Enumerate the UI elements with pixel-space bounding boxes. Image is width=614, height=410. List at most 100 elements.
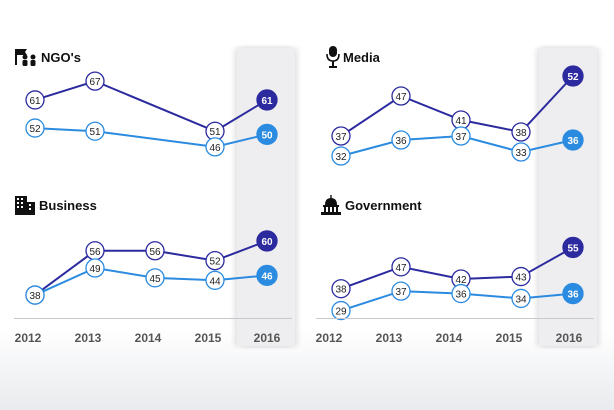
chart-plot: 38565652603849454446: [25, 230, 278, 305]
panel-title: NGO's: [14, 45, 81, 69]
data-point: [331, 300, 351, 321]
data-point: [331, 126, 351, 146]
data-label: 52: [29, 124, 41, 135]
data-label: 37: [395, 287, 407, 298]
chart-plot: 37 47 41 38 52 32 36 37 33 36: [331, 65, 584, 166]
x-tick-label: 2016: [253, 331, 281, 345]
data-label: 55: [567, 243, 579, 254]
data-point: [205, 250, 225, 271]
data-point: [256, 264, 278, 287]
data-point: [85, 71, 105, 91]
data-point: [562, 129, 584, 151]
data-label: 56: [89, 247, 101, 258]
data-point: [511, 288, 531, 309]
data-label: 51: [89, 127, 101, 138]
x-tick-label: 2013: [74, 331, 102, 345]
x-tick-label: 2012: [14, 331, 42, 345]
data-label: 51: [209, 127, 221, 138]
data-label: 36: [395, 136, 407, 147]
data-point: [331, 279, 351, 299]
x-axis-line-right: [316, 318, 594, 319]
data-point: [145, 268, 165, 288]
data-point: [391, 281, 411, 301]
x-tick-label: 2014: [435, 331, 463, 345]
data-point: [145, 241, 165, 261]
data-label: 61: [261, 96, 273, 107]
data-label: 44: [209, 276, 221, 287]
data-label: 38: [515, 128, 527, 139]
data-label: 52: [209, 257, 221, 268]
panel-title-text: NGO's: [41, 49, 81, 65]
data-label: 32: [335, 152, 347, 163]
data-label: 36: [567, 136, 579, 147]
data-label: 46: [261, 271, 273, 282]
x-tick-label: 2016: [555, 331, 583, 345]
data-label: 61: [29, 96, 41, 107]
microphone-icon: [326, 46, 340, 68]
data-point: [511, 142, 531, 162]
data-label: 47: [395, 263, 407, 274]
data-point: [256, 230, 278, 252]
data-point: [562, 65, 584, 87]
data-point: [25, 118, 45, 138]
data-point: [25, 90, 45, 110]
data-label: 47: [395, 92, 407, 103]
data-point: [391, 130, 411, 150]
data-label: 56: [149, 247, 161, 258]
data-label: 49: [89, 264, 101, 275]
data-label: 52: [567, 72, 579, 83]
data-label: 42: [455, 275, 467, 286]
series-line: [34, 80, 268, 133]
data-point: [391, 86, 411, 106]
x-tick-label: 2013: [375, 331, 403, 345]
data-label: 37: [335, 132, 347, 143]
data-point: [511, 266, 531, 287]
data-point: [205, 270, 225, 290]
data-label: 60: [261, 237, 273, 248]
panel-title: Media: [326, 45, 380, 69]
x-axis-line-left: [14, 318, 292, 319]
x-tick-label: 2015: [495, 331, 523, 345]
panel-title: Government: [320, 193, 422, 217]
data-point: [451, 126, 471, 146]
x-tick-label: 2015: [194, 331, 222, 345]
series-line: [34, 127, 268, 148]
x-tick-label: 2012: [315, 331, 343, 345]
panel-title-text: Media: [343, 49, 380, 65]
data-label: 46: [209, 143, 221, 154]
data-label: 29: [335, 307, 347, 318]
data-label: 33: [515, 148, 527, 159]
data-point: [205, 137, 225, 157]
data-point: [562, 282, 584, 305]
panel-title-text: Business: [39, 197, 97, 213]
building-icon: [15, 196, 35, 215]
data-label: 43: [515, 273, 527, 284]
data-point: [85, 258, 105, 278]
capitol-icon: [321, 195, 341, 215]
data-point: [331, 146, 351, 166]
data-label: 50: [261, 130, 273, 141]
chart-plot: 38 47 42 43 55 29 37 36 34 36: [331, 236, 584, 321]
data-label: 34: [515, 294, 527, 305]
chart-plot: 61 67 51 61 52 51 46 50: [25, 71, 278, 157]
x-tick-label: 2014: [134, 331, 162, 345]
data-label: 38: [29, 291, 41, 302]
data-point: [25, 285, 45, 305]
data-label: 37: [455, 132, 467, 143]
data-point: [256, 89, 278, 111]
data-point: [562, 236, 584, 259]
panel-title: Business: [14, 193, 97, 217]
data-label: 67: [89, 77, 101, 88]
panel-title-text: Government: [345, 197, 422, 213]
data-label: 36: [455, 290, 467, 301]
data-label: 38: [335, 285, 347, 296]
data-point: [85, 121, 105, 141]
data-point: [391, 257, 411, 277]
data-label: 41: [455, 116, 467, 127]
data-point: [256, 123, 278, 145]
data-label: 45: [149, 274, 161, 285]
data-point: [451, 283, 471, 304]
people-icon: [15, 49, 36, 66]
data-point: [511, 122, 531, 142]
data-label: 36: [567, 290, 579, 301]
